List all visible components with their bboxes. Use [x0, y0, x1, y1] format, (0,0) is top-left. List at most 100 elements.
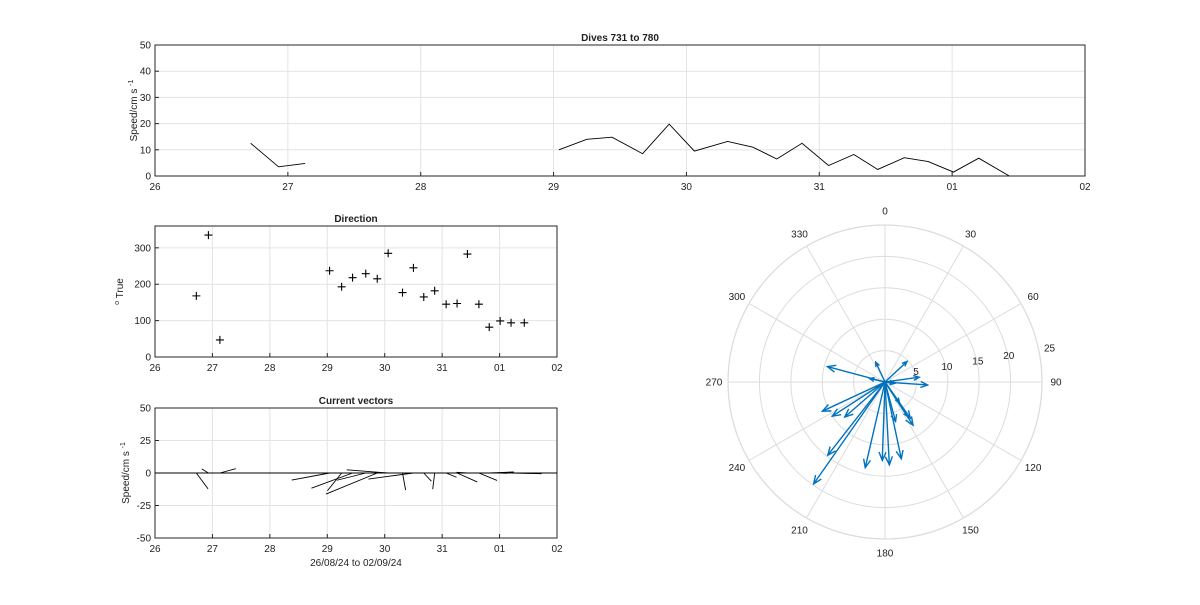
angle-tick-label: 240: [729, 463, 746, 474]
y-axis-label: Speed/cm s -1: [120, 442, 132, 504]
chart-title: Direction: [334, 214, 377, 225]
y-tick-label: 30: [140, 93, 152, 104]
x-tick-label: 02: [551, 544, 563, 555]
current-arrow-head: [843, 408, 854, 419]
angle-tick-label: 210: [791, 526, 808, 537]
direction-point: [409, 263, 418, 272]
current-vector: [478, 472, 498, 481]
current-arrow: [884, 381, 911, 419]
speed-line: [558, 123, 1010, 177]
speed-line: [250, 142, 306, 168]
angle-tick-label: 90: [1050, 378, 1062, 389]
direction-point: [384, 249, 393, 258]
direction-point: [520, 318, 529, 327]
angle-tick-label: 30: [965, 229, 977, 240]
current-vector: [402, 472, 407, 491]
y-tick-label: 25: [140, 436, 152, 447]
direction-point: [215, 335, 224, 344]
y-tick-label: 0: [145, 172, 151, 183]
radius-tick-label: 25: [1044, 344, 1056, 355]
angle-tick-label: 120: [1025, 463, 1042, 474]
current-arrow-head: [905, 416, 915, 427]
y-tick-label: 20: [140, 119, 152, 130]
x-tick-label: 30: [681, 182, 693, 193]
current-arrow: [864, 381, 886, 468]
y-tick-label: 40: [140, 67, 152, 78]
angular-spoke: [748, 381, 886, 461]
direction-point: [485, 323, 494, 332]
direction-point: [474, 300, 483, 309]
current-vector: [456, 471, 468, 474]
angular-spoke: [884, 381, 964, 519]
current-vector: [201, 468, 209, 474]
angular-spoke: [806, 245, 886, 383]
current-arrow-head: [895, 449, 904, 461]
direction-point: [453, 299, 462, 308]
current-arrow-head: [867, 376, 875, 382]
current-arrow-head: [825, 364, 837, 373]
direction-point: [398, 288, 407, 297]
chart-title: Dives 731 to 780: [581, 33, 659, 44]
direction-scatter-panel: 26 27 28 29 30 31 01 02 0 100 200 300 Direction o Tru…: [114, 214, 563, 374]
direction-point: [373, 274, 382, 283]
x-tick-label: 01: [494, 363, 506, 374]
x-tick-label: 31: [814, 182, 826, 193]
y-tick-label: -25: [137, 501, 152, 512]
current-vector: [456, 472, 478, 483]
current-vector: [432, 472, 436, 490]
radius-tick-label: 15: [972, 356, 984, 367]
y-tick-label: 50: [140, 41, 152, 52]
current-arrow: [881, 381, 886, 461]
current-arrow-head: [890, 414, 898, 424]
y-axis-label-superscript: -1: [128, 79, 135, 85]
x-tick-label: 31: [437, 363, 449, 374]
current-arrow: [827, 381, 886, 456]
y-axis-label-text: Speed/cm s: [121, 448, 132, 504]
current-arrow-head: [878, 451, 887, 463]
x-tick-label: 01: [947, 182, 959, 193]
y-axis-label-text: Speed/cm s: [129, 86, 140, 142]
current-arrow: [884, 381, 891, 465]
y-tick-label: 200: [134, 280, 151, 291]
direction-point: [348, 273, 357, 282]
current-arrow: [822, 381, 886, 412]
x-tick-label: 29: [548, 182, 560, 193]
speed-time-series-panel: 26 27 28 29 30 31 01 02 0 10 20 30 40 50 Dives 731 to …: [128, 33, 1091, 193]
current-vector: [489, 471, 514, 474]
x-tick-label: 30: [379, 544, 391, 555]
y-axis-label-text: True: [115, 278, 126, 301]
axes-frame: [154, 44, 1086, 177]
current-arrow: [831, 381, 886, 417]
direction-point: [325, 266, 334, 275]
current-arrow-head: [920, 380, 930, 389]
current-arrow-head: [820, 404, 832, 412]
direction-point: [442, 300, 451, 309]
current-vector: [336, 472, 366, 481]
x-tick-label: 01: [494, 544, 506, 555]
x-tick-label: 27: [282, 182, 294, 193]
x-tick-label: 30: [379, 363, 391, 374]
current-arrow-head: [874, 360, 880, 368]
y-tick-label: 0: [145, 353, 151, 364]
angle-tick-label: 60: [1028, 292, 1040, 303]
x-tick-label: 28: [264, 544, 276, 555]
x-axis-label: 26/08/24 to 02/09/24: [310, 558, 402, 569]
y-tick-label: 10: [140, 145, 152, 156]
current-arrow: [875, 361, 886, 383]
direction-point: [496, 316, 505, 325]
direction-point: [430, 286, 439, 295]
current-arrow: [813, 381, 886, 485]
x-tick-label: 26: [149, 363, 161, 374]
y-tick-label: 50: [140, 404, 152, 415]
x-tick-label: 28: [415, 182, 427, 193]
current-vector: [219, 468, 236, 474]
current-arrow-head: [903, 410, 912, 420]
x-tick-label: 28: [264, 363, 276, 374]
x-tick-label: 29: [322, 363, 334, 374]
y-tick-label: 0: [145, 469, 151, 480]
y-axis-label: Speed/cm s -1: [128, 79, 140, 141]
x-tick-label: 31: [437, 544, 449, 555]
x-tick-label: 29: [322, 544, 334, 555]
angular-spoke: [748, 303, 886, 383]
x-tick-label: 26: [149, 544, 161, 555]
